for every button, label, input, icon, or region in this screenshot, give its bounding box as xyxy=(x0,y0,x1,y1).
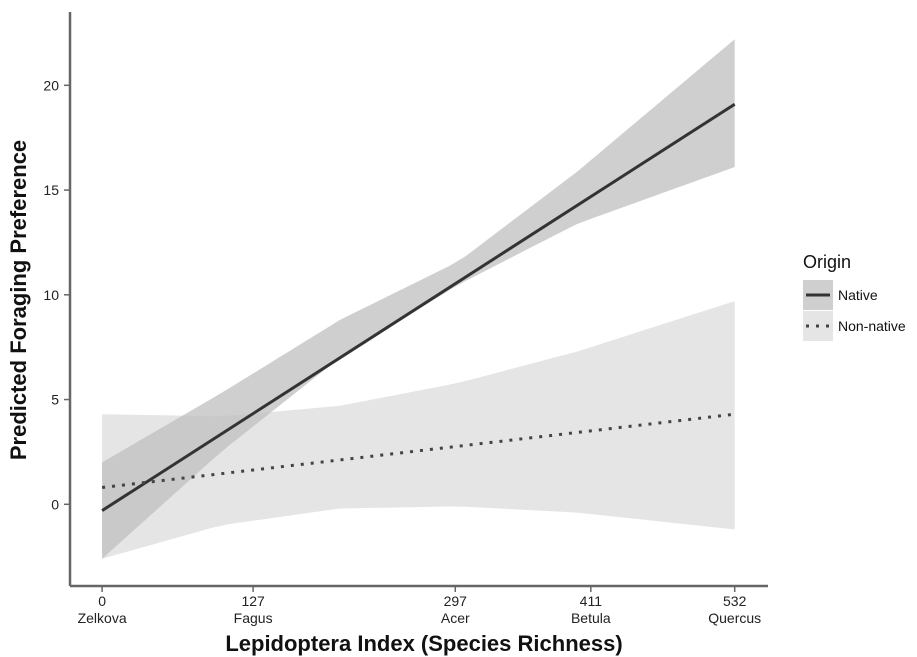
y-axis-title: Predicted Foraging Preference xyxy=(6,140,31,460)
x-tick-species-label: Quercus xyxy=(708,610,761,626)
x-tick-label: 0 xyxy=(98,593,106,609)
x-tick-label: 532 xyxy=(723,593,747,609)
legend-label-non-native: Non-native xyxy=(838,318,906,334)
y-tick-label: 20 xyxy=(43,77,59,93)
axes xyxy=(64,12,768,592)
x-tick-label: 297 xyxy=(444,593,468,609)
non-native-series-line xyxy=(101,412,735,489)
y-tick-label: 15 xyxy=(43,182,59,198)
y-tick-label: 5 xyxy=(51,392,59,408)
native-series-line xyxy=(101,102,736,512)
x-axis-title: Lepidoptera Index (Species Richness) xyxy=(225,631,622,656)
x-tick-label: 127 xyxy=(241,593,265,609)
series-lines xyxy=(101,102,736,512)
y-tick-label: 0 xyxy=(51,496,59,512)
y-tick-label: 10 xyxy=(43,287,59,303)
x-tick-species-label: Betula xyxy=(571,610,611,626)
x-tick-species-label: Fagus xyxy=(234,610,273,626)
x-tick-label: 411 xyxy=(580,593,603,609)
tick-labels: 051015200Zelkova127Fagus297Acer411Betula… xyxy=(43,77,761,626)
confidence-ribbons xyxy=(102,39,735,559)
legend-title: Origin xyxy=(803,252,851,272)
legend: Origin Native Non-native xyxy=(803,252,906,341)
non-native-confidence-band xyxy=(102,301,735,559)
legend-label-native: Native xyxy=(838,287,878,303)
x-tick-species-label: Acer xyxy=(441,610,470,626)
native-confidence-band xyxy=(102,39,735,559)
x-tick-species-label: Zelkova xyxy=(78,610,127,626)
